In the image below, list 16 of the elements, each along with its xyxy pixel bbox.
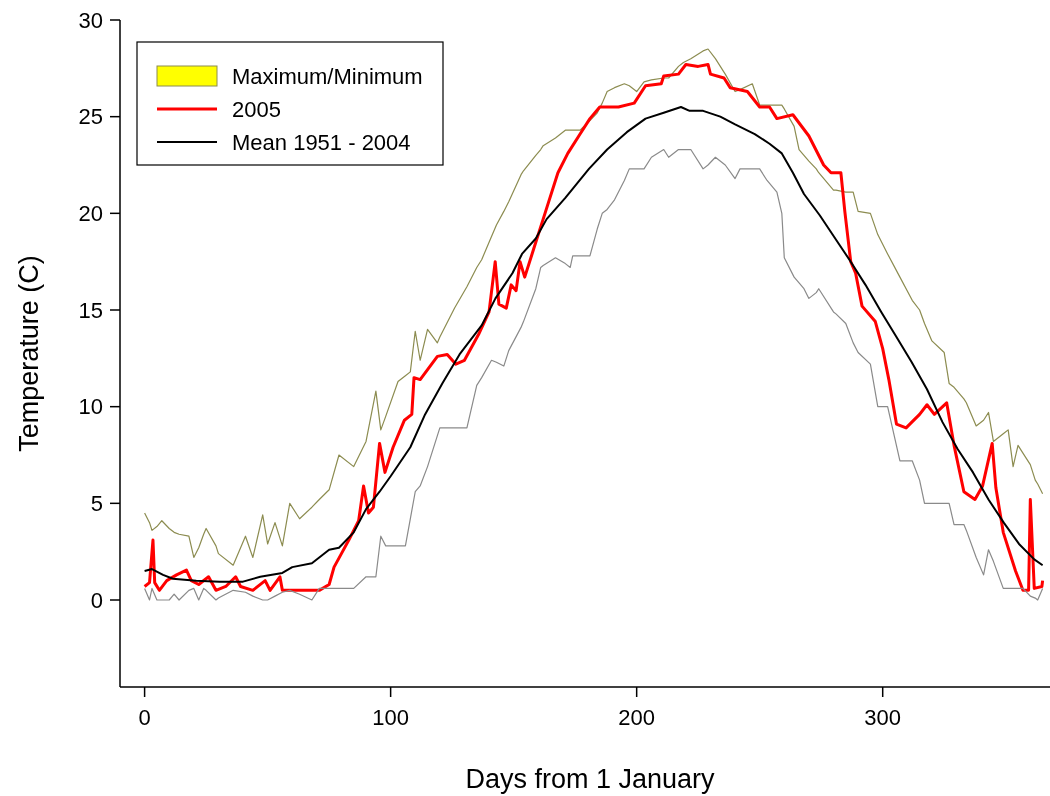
x-axis-title: Days from 1 January [465, 764, 716, 794]
y-tick-label: 30 [78, 7, 103, 33]
y-tick-label: 10 [78, 394, 103, 420]
x-tick-label: 300 [864, 705, 902, 730]
legend-label: Mean 1951 - 2004 [232, 129, 411, 155]
y-tick-label: 15 [78, 297, 103, 323]
x-tick-label: 100 [372, 705, 409, 730]
y-tick-label: 5 [90, 491, 103, 517]
y-tick-label: 0 [90, 587, 103, 613]
y-axis-title: Temperature (C) [14, 255, 44, 452]
y-tick-label: 20 [78, 201, 103, 227]
legend-label: Maximum/Minimum [232, 63, 423, 89]
x-tick-label: 0 [138, 705, 151, 730]
legend-label: 2005 [232, 96, 281, 122]
x-tick-label: 200 [618, 705, 656, 730]
y-tick-label: 25 [78, 104, 103, 130]
